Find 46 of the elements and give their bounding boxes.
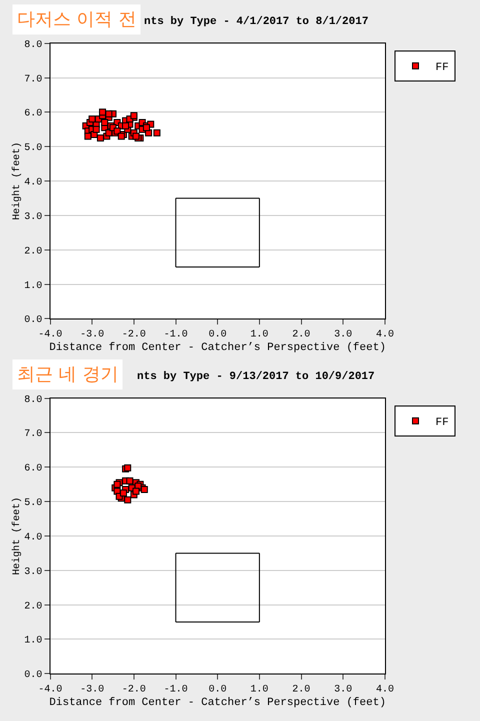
y-tick-label: 1.0: [24, 636, 42, 647]
y-tick-label: 1.0: [24, 280, 42, 292]
x-tick-label: 3.0: [334, 684, 352, 696]
y-tick-label: 0.0: [24, 670, 42, 682]
x-tick-label: 3.0: [334, 330, 352, 341]
y-tick-label: 6.0: [24, 464, 42, 475]
chart-title: 최근 네 경기: [17, 364, 118, 385]
x-tick-label: 0.0: [208, 684, 227, 696]
x-axis-title: Distance from Center - Catcher’s Perspective (feet): [49, 342, 386, 354]
x-tick-label: 4.0: [376, 330, 394, 341]
x-tick-label: -3.0: [80, 684, 104, 696]
x-tick-label: 0.0: [208, 330, 227, 341]
y-tick-label: 5.0: [24, 143, 42, 154]
x-tick-label: 1.0: [250, 684, 268, 696]
y-tick-label: 6.0: [24, 108, 42, 120]
y-tick-label: 7.0: [24, 74, 42, 86]
y-tick-label: 7.0: [24, 429, 42, 440]
y-tick-label: 4.0: [24, 532, 42, 544]
x-tick-label: -1.0: [164, 330, 188, 341]
x-tick-label: 2.0: [292, 684, 310, 696]
y-axis-title: Height (feet): [11, 496, 24, 576]
x-tick-label: -1.0: [164, 684, 188, 696]
x-axis-title: Distance from Center - Catcher’s Perspective (feet): [49, 696, 386, 709]
x-tick-label: 4.0: [376, 684, 394, 696]
y-tick-label: 0.0: [24, 315, 42, 326]
y-axis-title: Height (feet): [11, 142, 24, 220]
x-tick-label: -4.0: [38, 684, 62, 696]
y-tick-label: 8.0: [24, 394, 42, 406]
y-tick-label: 2.0: [24, 601, 42, 612]
x-tick-label: 1.0: [250, 330, 268, 341]
y-tick-label: 4.0: [24, 178, 42, 189]
chart-title: 다저스 이적 전: [17, 9, 136, 30]
x-tick-label: -3.0: [80, 330, 104, 341]
y-tick-label: 8.0: [24, 40, 42, 51]
chart-subtitle: nts by Type - 9/13/2017 to 10/9/2017: [137, 371, 375, 383]
y-tick-label: 3.0: [24, 212, 42, 223]
y-tick-label: 3.0: [24, 566, 42, 578]
x-tick-label: -2.0: [122, 330, 146, 341]
x-tick-label: -2.0: [122, 684, 146, 696]
legend-label: FF: [436, 417, 449, 430]
chart-subtitle: nts by Type - 4/1/2017 to 8/1/2017: [144, 16, 368, 28]
x-tick-label: 2.0: [292, 330, 310, 341]
y-tick-label: 5.0: [24, 498, 42, 510]
x-tick-label: -4.0: [38, 330, 62, 341]
legend-label: FF: [436, 62, 449, 74]
y-tick-label: 2.0: [24, 246, 42, 258]
